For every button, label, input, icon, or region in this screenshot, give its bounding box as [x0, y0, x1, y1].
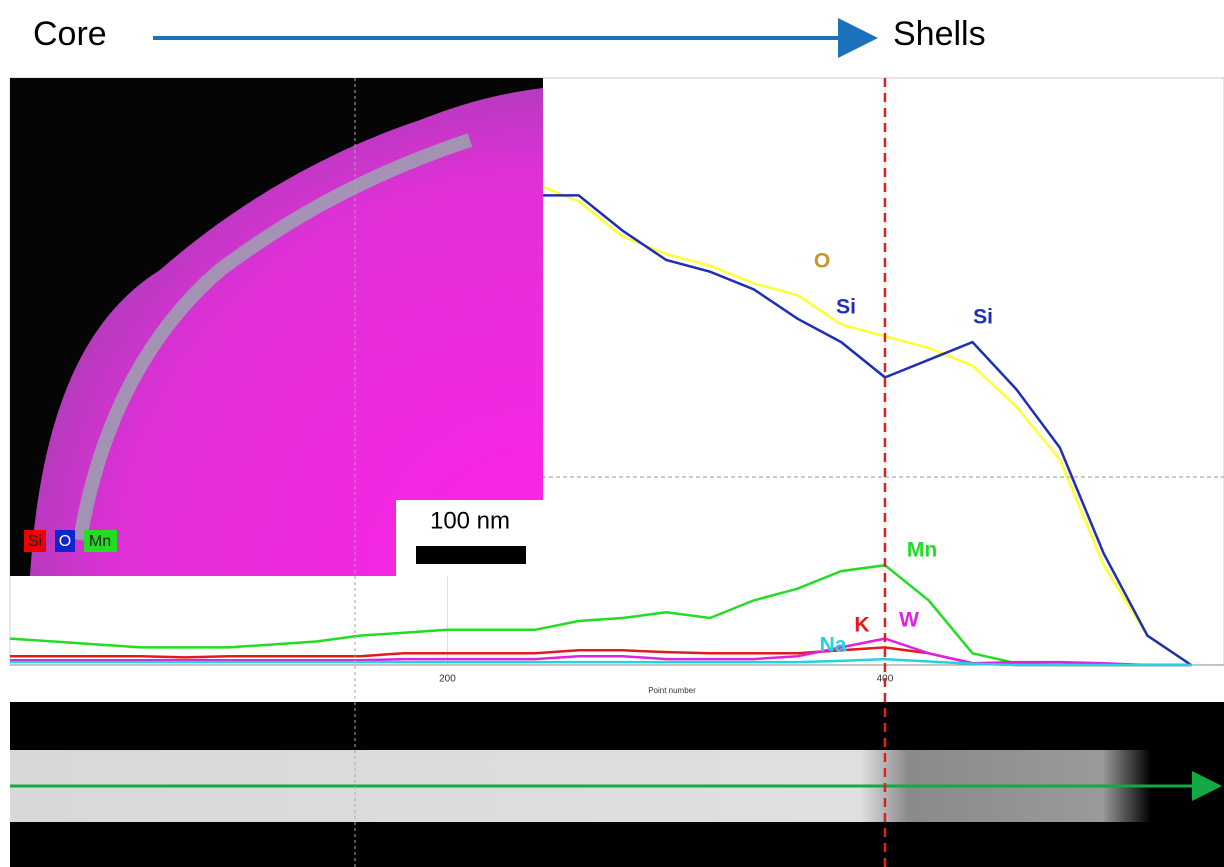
eds-map: 100 nm Si O Mn [10, 78, 543, 576]
x-tick-label: 200 [439, 674, 456, 685]
legend-label: O [59, 533, 71, 550]
annotation: Si [973, 306, 993, 329]
legend-label: Mn [89, 533, 111, 550]
figure: Core Shells 200400Point number 100 nm Si… [0, 0, 1224, 867]
series-label: Na [820, 634, 847, 657]
series-label: K [854, 614, 869, 637]
series-label: Mn [907, 539, 937, 562]
x-axis-label: Point number [648, 686, 696, 695]
scale-bar [416, 546, 526, 564]
scan-strip [10, 702, 1224, 867]
shells-label: Shells [893, 15, 986, 53]
series-label: O [814, 250, 830, 273]
series-label: W [899, 609, 919, 632]
scale-label: 100 nm [430, 507, 510, 534]
series-label: Si [836, 296, 856, 319]
core-label: Core [33, 15, 107, 53]
legend-label: Si [28, 533, 42, 550]
